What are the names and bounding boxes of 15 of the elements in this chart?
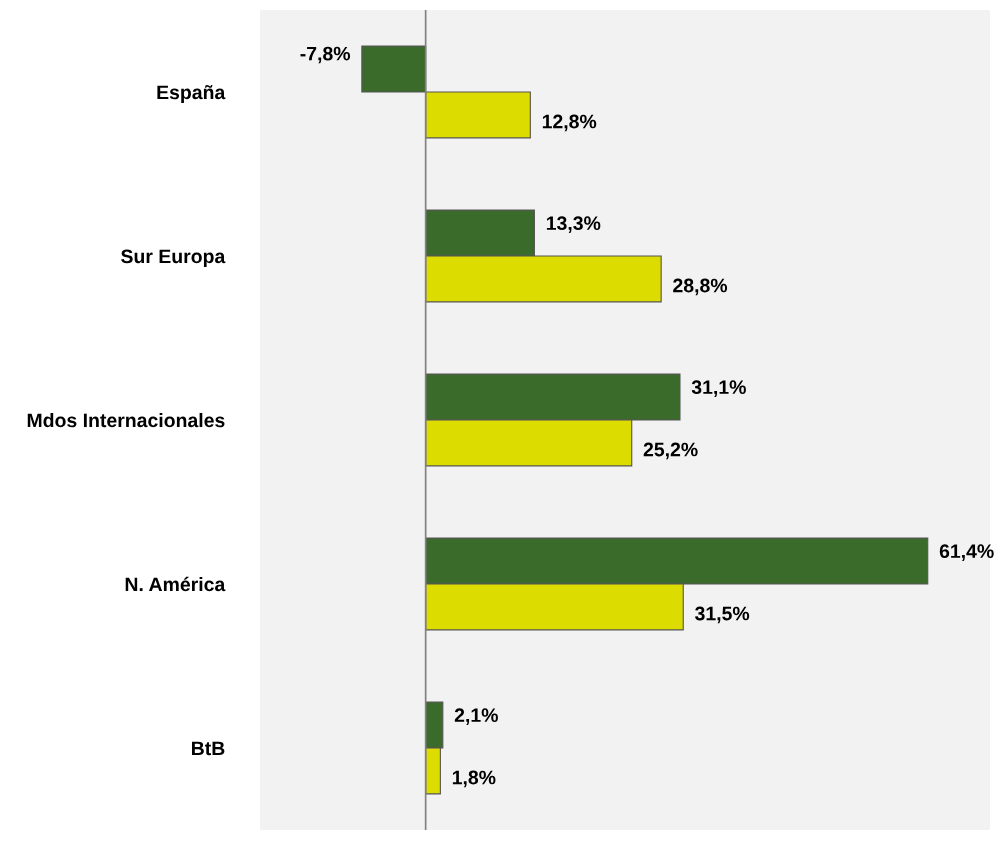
y-tick-label: BtB	[192, 741, 225, 756]
data-label: 13,3%	[546, 216, 601, 233]
data-label: 12,8%	[542, 114, 597, 132]
data-label: 61,4%	[939, 544, 994, 561]
data-label: 28,8%	[673, 278, 728, 296]
y-tick-label: España	[157, 85, 226, 104]
data-label: -7,8%	[300, 46, 351, 64]
y-tick-label: Sur Europa	[121, 249, 226, 268]
data-label: 25,2%	[643, 442, 698, 460]
y-tick-label: N. América	[125, 576, 226, 592]
data-label: 2,1%	[454, 708, 498, 725]
data-label: 31,5%	[695, 606, 750, 624]
y-tick-label: Mdos Internacionales	[27, 412, 225, 428]
data-label: 31,1%	[691, 380, 746, 397]
data-label: 1,8%	[452, 770, 496, 788]
